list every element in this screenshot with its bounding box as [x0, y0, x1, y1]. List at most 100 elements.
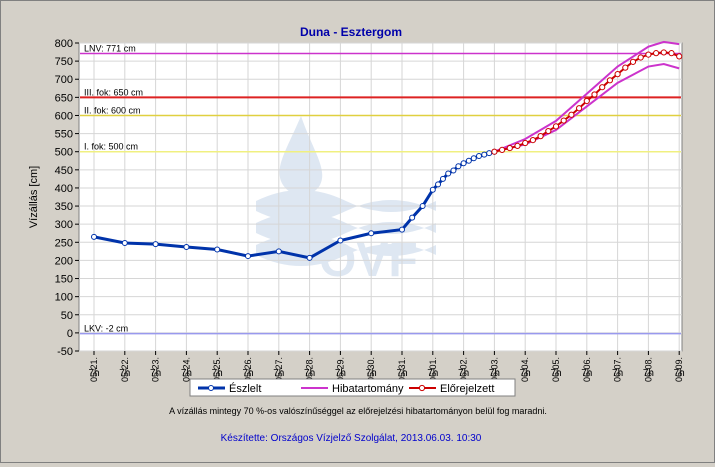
observed-point: [460, 160, 467, 167]
x-tick-hour: 7h: [273, 368, 284, 379]
observed-point: [409, 214, 416, 221]
x-tick-hour: 7h: [366, 368, 377, 379]
forecast-point: [514, 142, 521, 150]
y-tick-label: 750: [55, 56, 73, 68]
x-tick-hour: 7h: [150, 368, 161, 379]
threshold-label: III. fok: 650 cm: [84, 87, 143, 97]
forecast-point: [622, 64, 629, 71]
observed-point: [306, 254, 313, 261]
x-tick-date: 06.04.: [520, 357, 530, 382]
x-tick-hour: 7h: [427, 368, 438, 379]
y-tick-label: 350: [55, 201, 73, 213]
plot-area: [78, 42, 683, 352]
x-tick-date: 05.27.: [274, 357, 284, 382]
forecast-point: [491, 148, 498, 155]
x-tick-date: 06.06.: [582, 357, 592, 382]
y-tick-label: 50: [61, 310, 73, 322]
observed-point: [445, 170, 452, 177]
observed-point: [429, 186, 436, 193]
x-tick-date: 05.28.: [305, 357, 315, 382]
x-tick-date: 06.02.: [459, 357, 469, 382]
chart-footer: Készítette: Országos Vízjelző Szolgálat,…: [221, 433, 482, 444]
x-tick-hour: 7h: [550, 368, 561, 379]
observed-point: [481, 151, 488, 158]
x-tick-hour: 7h: [612, 368, 623, 379]
forecast-series: [491, 49, 683, 155]
x-tick-hour: 7h: [119, 368, 130, 379]
x-axis: 05.21.7h 05.22.7h 05.23.7h 05.24.7h 05.25.7h…: [88, 351, 685, 382]
y-tick-label: -50: [57, 346, 73, 358]
y-tick-label: 700: [55, 74, 73, 86]
x-tick-date: 05.30.: [366, 357, 376, 382]
y-tick-label: 500: [55, 147, 73, 159]
x-tick-date: 06.09.: [674, 357, 684, 382]
x-tick-hour: 7h: [458, 368, 469, 379]
observed-point: [337, 237, 344, 244]
y-tick-label: 250: [55, 237, 73, 249]
x-tick-date: 06.01.: [428, 357, 438, 382]
x-tick-hour: 7h: [489, 368, 500, 379]
x-tick-hour: 7h: [674, 368, 685, 379]
forecast-point: [576, 105, 583, 112]
forecast-point: [560, 117, 567, 124]
x-tick-date: 05.29.: [335, 357, 345, 382]
x-tick-hour: 7h: [181, 368, 192, 379]
legend-label-observed: Észlelt: [229, 382, 261, 395]
y-tick-label: 650: [55, 92, 73, 104]
forecast-point: [599, 84, 606, 91]
observed-point: [91, 233, 97, 240]
legend-marker-observed: [208, 385, 214, 391]
x-tick-hour: 7h: [335, 368, 346, 379]
forecast-point: [499, 146, 506, 153]
threshold-label: LNV: 771 cm: [84, 44, 136, 54]
observed-point: [439, 175, 446, 182]
observed-point: [419, 203, 426, 210]
threshold-lines: LNV: 771 cm III. fok: 650 cm II. fok: 600 …: [80, 44, 681, 335]
forecast-point: [529, 137, 537, 144]
legend: Észlelt Hibatartomány Előrejelzett: [198, 382, 494, 395]
observed-point: [486, 150, 493, 157]
forecast-point: [583, 97, 590, 105]
x-tick-date: 05.26.: [243, 357, 253, 382]
forecast-point: [591, 91, 598, 98]
forecast-point: [568, 111, 575, 118]
x-tick-date: 05.25.: [212, 357, 222, 382]
forecast-point: [552, 123, 560, 130]
x-tick-hour: 7h: [396, 368, 407, 379]
forecast-point: [668, 50, 675, 57]
y-tick-label: 450: [55, 165, 73, 177]
legend-label-forecast: Előrejelzett: [440, 383, 494, 395]
x-tick-date: 06.07.: [613, 357, 623, 382]
observed-point: [121, 240, 128, 247]
forecast-point: [522, 139, 529, 147]
legend-marker-forecast: [418, 384, 426, 392]
x-tick-date: 06.08.: [643, 357, 653, 382]
observed-point: [470, 155, 477, 162]
forecast-point: [606, 77, 614, 84]
forecast-point: [637, 54, 644, 61]
forecast-point: [676, 53, 683, 60]
observed-point: [183, 244, 190, 251]
chart-title: Duna - Esztergom: [300, 25, 402, 39]
legend-label-error-band: Hibatartomány: [332, 383, 404, 395]
y-tick-label: 300: [55, 219, 73, 231]
observed-point: [152, 241, 159, 248]
observed-point: [275, 248, 282, 255]
threshold-label: I. fok: 500 cm: [84, 142, 138, 152]
observed-point: [368, 230, 375, 237]
x-tick-date: 05.23.: [151, 357, 161, 382]
y-tick-label: 400: [55, 183, 73, 195]
x-tick-hour: 7h: [520, 368, 531, 379]
x-tick-date: 05.31.: [397, 357, 407, 382]
x-tick-date: 06.03.: [489, 357, 499, 382]
threshold-label: II. fok: 600 cm: [84, 105, 141, 115]
observed-point: [245, 253, 251, 260]
chart-note: A vízállás mintegy 70 %-os valószínűségg…: [169, 406, 547, 416]
y-tick-label: 800: [55, 38, 73, 50]
forecast-point: [614, 71, 621, 78]
y-tick-label: 550: [55, 129, 73, 141]
forecast-point: [660, 49, 667, 56]
observed-point: [465, 157, 472, 164]
